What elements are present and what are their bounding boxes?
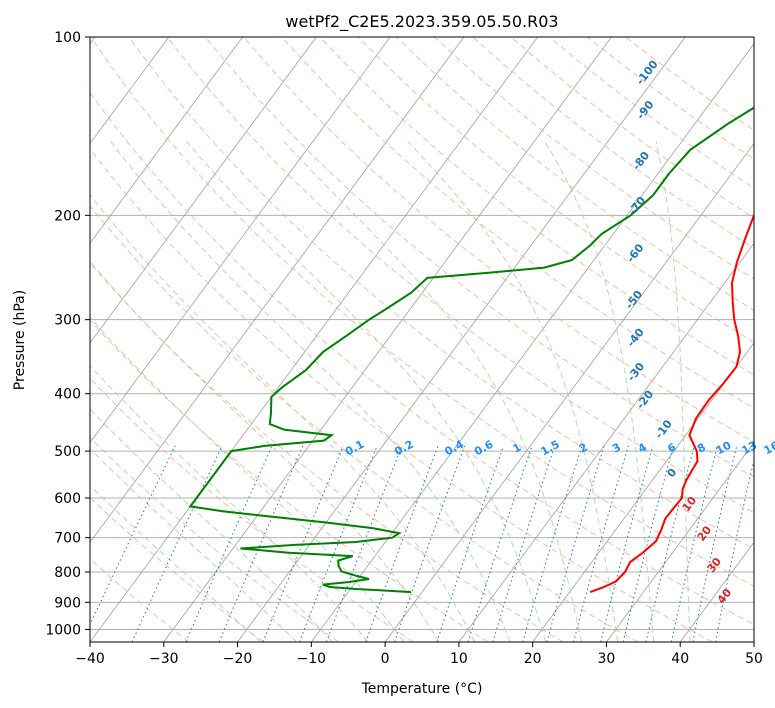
y-tick-label: 100	[54, 30, 81, 46]
x-tick-label: 30	[598, 651, 616, 667]
dewpoint-profile-line	[188, 106, 754, 594]
y-tick-label: 300	[54, 313, 81, 329]
mixing-ratio-line	[492, 445, 556, 642]
dry-adiabat-line	[90, 262, 564, 642]
profiles	[188, 106, 754, 594]
y-tick-label: 800	[54, 565, 81, 581]
moist-adiabat-line	[90, 447, 297, 642]
dry-adiabat-line	[357, 37, 754, 343]
x-tick-label: −20	[223, 651, 253, 667]
isotherm-line	[90, 37, 317, 344]
isotherm-line	[237, 37, 686, 642]
isotherm-line	[90, 37, 465, 543]
mixing-ratio-line	[692, 445, 738, 642]
dry-adiabat-line	[90, 377, 414, 642]
plot-frame	[89, 36, 755, 643]
x-axis: −40 −30 −20 −10 0 10 20 30 40 50	[75, 642, 763, 667]
background-lines	[90, 37, 754, 642]
dry-adiabat-line	[90, 37, 754, 587]
isotherm-line	[532, 342, 754, 642]
dry-adiabat-line	[128, 37, 754, 550]
y-tick-label: 600	[54, 491, 81, 507]
mixing-ratio-line	[185, 445, 273, 642]
y-tick-label: 900	[54, 595, 81, 611]
x-tick-label: 10	[450, 651, 468, 667]
moist-adiabat-line	[110, 140, 511, 642]
y-tick-label: 400	[54, 387, 81, 403]
y-axis-title: Pressure (hPa)	[12, 290, 28, 390]
x-tick-label: 20	[524, 651, 542, 667]
mixing-ratio-label: 10	[714, 439, 734, 458]
dry-adiabat-line	[90, 148, 713, 642]
dry-adiabat-line	[281, 37, 754, 409]
dry-adiabat-line	[90, 91, 754, 626]
x-tick-label: −30	[149, 651, 179, 667]
moist-adiabat-line	[90, 194, 475, 642]
isotherm-line	[458, 242, 754, 642]
isotherm-line	[90, 37, 391, 444]
x-tick-label: −10	[297, 651, 327, 667]
x-tick-label: 50	[745, 651, 763, 667]
isotherm-line	[606, 441, 754, 642]
x-tick-label: −40	[75, 651, 105, 667]
isotherm-line	[90, 37, 243, 244]
moist-adiabat-line	[90, 484, 261, 642]
mixing-ratio-line	[299, 445, 378, 642]
moist-adiabat-line	[544, 141, 655, 642]
temperature-profile-line	[589, 213, 754, 594]
mixing-ratio-line	[622, 445, 674, 642]
plot-area	[90, 37, 754, 642]
mixing-ratio-line	[600, 445, 654, 642]
y-tick-label: 700	[54, 531, 81, 547]
moist-adiabat-line	[90, 260, 440, 642]
isotherm-line	[163, 37, 612, 642]
x-tick-label: 0	[381, 651, 390, 667]
mixing-ratio-line	[90, 445, 176, 626]
mixing-ratio-line	[715, 457, 754, 642]
dry-adiabat-line	[166, 37, 754, 514]
x-tick-label: 40	[671, 651, 689, 667]
moist-adiabat-line	[407, 140, 618, 642]
isotherm-line	[753, 641, 754, 642]
mixing-ratio-line	[645, 445, 695, 642]
y-tick-label: 200	[54, 208, 81, 224]
moist-adiabat-line	[90, 316, 404, 642]
dry-adiabat-line	[319, 37, 754, 376]
chart-title: wetPf2_C2E5.2023.359.05.50.R03	[285, 12, 558, 32]
moist-adiabat-line	[655, 141, 691, 642]
isotherm-line	[90, 37, 170, 145]
mixing-ratio-label: 16	[762, 439, 775, 458]
moist-adiabat-line	[90, 408, 333, 642]
mixing-ratio-line	[670, 445, 718, 642]
y-tick-label: 500	[54, 444, 81, 460]
moist-adiabat-line	[90, 365, 369, 642]
y-axis: 1000 900 800 700 600 500 400 300 200 100	[45, 30, 90, 638]
mixing-ratio-line	[218, 445, 304, 642]
x-axis-title: Temperature (°C)	[361, 681, 483, 697]
isotherm-line	[384, 142, 754, 642]
moist-adiabat-line	[283, 140, 582, 642]
mixing-ratio-line	[522, 445, 583, 642]
mixing-ratio-line	[262, 445, 344, 642]
isotherm-line	[90, 37, 539, 642]
y-tick-label: 1000	[45, 622, 81, 638]
mixing-ratio-line	[467, 445, 533, 642]
dry-adiabat-line	[90, 204, 639, 642]
